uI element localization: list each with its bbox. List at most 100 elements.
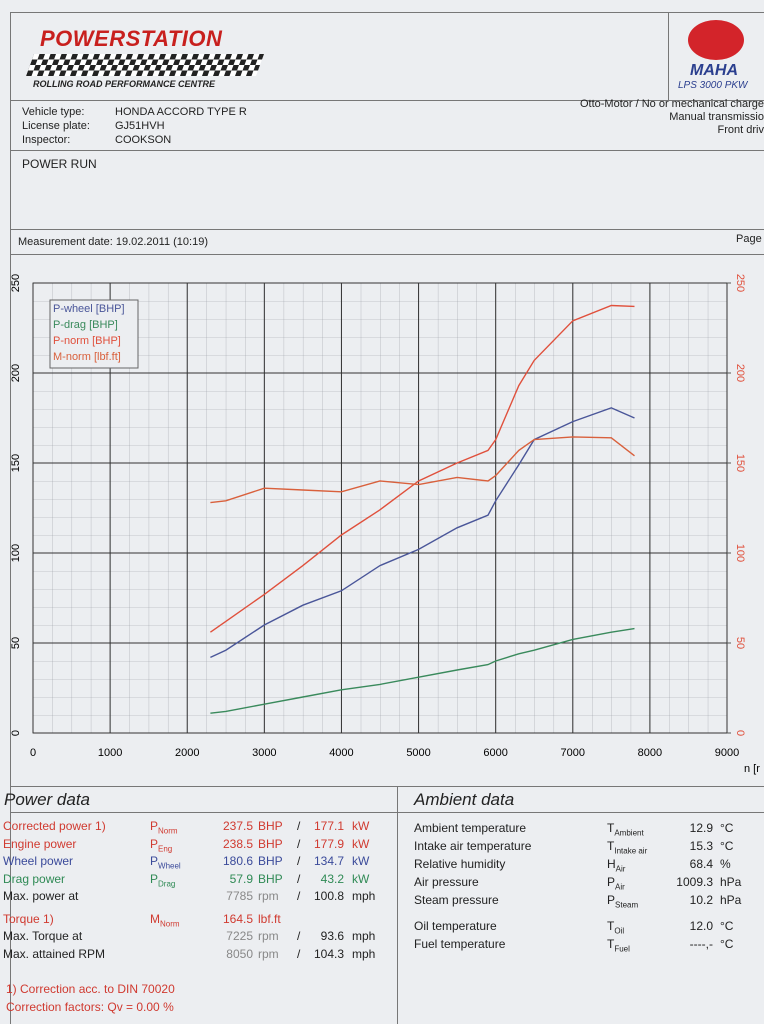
row-label: Max. power at [3,889,79,903]
row-label: Relative humidity [414,857,506,871]
row-value: 12.9 [689,821,713,835]
row-value: 68.4 [689,857,713,871]
rule [10,150,764,151]
row-label: Engine power [3,836,77,851]
tagline: ROLLING ROAD PERFORMANCE CENTRE [33,79,215,89]
y2-tick-label: 50 [734,637,746,649]
row-label: Torque 1) [3,911,54,926]
series-line [209,304,635,633]
model: LPS 3000 PKW [678,80,748,91]
rule [397,786,398,1024]
row-unit2: mph [352,946,376,961]
row-label: Intake air temperature [414,839,532,853]
row-value: 237.5 [222,819,253,833]
y2-tick-label: 100 [734,544,746,562]
row-label: Max. Torque at [3,929,83,943]
row-value: 7225 [226,929,253,943]
row-unit: °C [720,821,734,835]
footnote: Correction factors: Qv = 0.00 % [6,1000,174,1014]
series-line [210,407,635,659]
row-value: 8050 [226,946,253,961]
row-symbol: TAmbient [607,821,644,838]
field-value: COOKSON [115,134,172,146]
row-label: Oil temperature [414,919,497,933]
row-unit2: kW [352,819,370,833]
y-tick-label: 250 [10,274,22,292]
row-unit: BHP [258,871,283,886]
row-symbol: PSteam [607,893,639,910]
rule [10,229,764,230]
row-value: 164.5 [222,911,253,926]
row-value: ----,- [689,937,713,951]
y-tick-label: 0 [10,730,22,736]
row-label: Steam pressure [414,893,499,907]
row-label: Fuel temperature [414,937,506,951]
field-label: License plate: [22,120,90,132]
row-unit: rpm [258,929,279,943]
vehicle-note: Manual transmissio [669,111,764,123]
vehicle-note: Otto-Motor / No or mechanical charge [579,98,764,110]
y2-tick-label: 200 [734,364,746,382]
row-label: Corrected power 1) [3,819,106,833]
row-symbol: MNorm [150,911,180,928]
y-tick-label: 50 [10,637,22,649]
row-value: 12.0 [689,919,713,933]
rule [10,254,764,255]
row-unit: °C [720,937,734,951]
row-symbol: PEng [150,836,173,853]
row-unit2: kW [352,871,370,886]
row-unit2: kW [352,854,370,868]
field-label: Vehicle type: [22,106,85,118]
x-tick-label: 9000 [715,747,739,759]
symbol-subscript: Oil [614,926,625,936]
row-value2: 100.8 [313,889,344,903]
x-tick-label: 8000 [638,747,662,759]
page-label: Page [736,233,762,245]
row-symbol: PDrag [150,871,176,888]
legend-box [49,299,139,369]
row-unit: °C [720,839,734,853]
plot-area [32,282,728,734]
row-symbol: HAir [607,857,626,874]
ambient-title: Ambient data [414,790,515,809]
x-tick-label: 5000 [406,747,430,759]
symbol-subscript: Intake air [614,846,648,856]
legend-entry: P-norm [BHP] [53,335,121,347]
y-tick-label: 150 [10,454,22,472]
chart: 0 1000 2000 3000 4000 5000 6000 7000 8000 9000050… [10,274,760,775]
y-tick-label: 200 [10,364,22,382]
legend-entry: P-drag [BHP] [53,319,118,331]
symbol-subscript: Norm [158,826,178,836]
row-unit: hPa [720,893,742,907]
rule [10,12,764,13]
row-value: 1009.3 [676,875,713,889]
x-tick-label: 6000 [483,747,507,759]
row-value: 15.3 [689,839,713,853]
y2-tick-label: 150 [734,454,746,472]
row-unit: BHP [258,819,283,833]
symbol-subscript: Steam [615,900,639,910]
row-value: 7785 [226,889,253,903]
row-unit2: mph [352,929,376,943]
section-title: POWER RUN [22,157,97,171]
row-value2: 177.1 [313,819,344,833]
row-symbol: PNorm [150,819,178,836]
row-unit: lbf.ft [258,911,281,926]
field-label: Inspector: [22,134,71,146]
y-tick-label: 100 [10,544,22,562]
y2-tick-label: 250 [734,274,746,292]
vehicle-note: Front driv [717,124,764,136]
x-tick-label: 0 [30,747,36,759]
symbol-subscript: Drag [158,878,176,888]
row-separator: / [297,929,301,943]
row-label: Max. attained RPM [3,946,106,961]
row-separator: / [297,836,301,851]
legend-entry: M-norm [lbf.ft] [53,351,121,363]
row-value2: 134.7 [313,854,344,868]
row-unit: rpm [258,946,279,961]
row-symbol: PAir [607,875,625,892]
row-unit: rpm [258,889,279,903]
row-label: Ambient temperature [414,821,527,835]
x-tick-label: 4000 [329,747,353,759]
